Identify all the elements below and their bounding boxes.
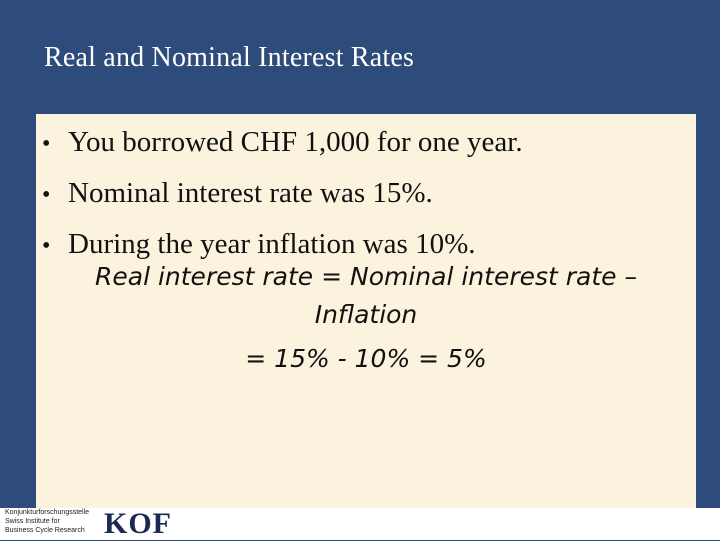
footer: Konjunkturforschungsstelle Swiss Institu… <box>0 507 720 540</box>
bullet-icon: • <box>42 131 51 157</box>
bullet-text: You borrowed CHF 1,000 for one year. <box>68 126 523 158</box>
slide-title: Real and Nominal Interest Rates <box>44 42 415 73</box>
bullet-text: During the year inflation was 10%. <box>68 228 476 260</box>
bullet-text: Nominal interest rate was 15%. <box>68 177 433 209</box>
org-line: Business Cycle Research <box>5 527 85 534</box>
formula-line-1: Real interest rate = Nominal interest ra… <box>95 262 637 291</box>
bullet-item: • Nominal interest rate was 15%. <box>42 171 523 222</box>
kof-logo: KOF <box>104 507 172 540</box>
bullet-item: • During the year inflation was 10%. <box>42 222 523 273</box>
formula-result: = 15% - 10% = 5% <box>245 344 487 373</box>
org-line: Swiss Institute for <box>5 518 60 525</box>
bullet-list: • You borrowed CHF 1,000 for one year. • N… <box>42 120 523 273</box>
content-box: • You borrowed CHF 1,000 for one year. • N… <box>36 114 696 509</box>
bullet-icon: • <box>42 233 51 259</box>
bullet-item: • You borrowed CHF 1,000 for one year. <box>42 120 523 171</box>
bullet-icon: • <box>42 182 51 208</box>
formula-line-2: Inflation <box>314 300 418 329</box>
org-name: Konjunkturforschungsstelle Swiss Institu… <box>5 508 89 535</box>
org-line: Konjunkturforschungsstelle <box>5 509 90 516</box>
